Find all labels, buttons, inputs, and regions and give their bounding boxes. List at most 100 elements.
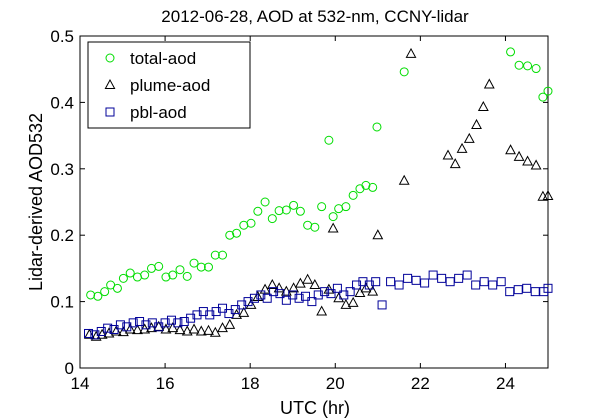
plume-aod-point xyxy=(471,118,482,129)
total-aod-point xyxy=(161,272,171,282)
plume-aod-point xyxy=(188,323,200,334)
plume-aod-point xyxy=(340,298,352,309)
pbl-aod-point xyxy=(445,277,455,287)
plume-aod-point xyxy=(463,132,475,143)
pbl-aod-point xyxy=(166,315,176,325)
x-tick-label: 18 xyxy=(241,374,260,393)
total-aod-point xyxy=(140,270,150,280)
total-aod-point xyxy=(210,250,220,260)
plume-aod-point xyxy=(537,190,549,201)
legend-marker-plume-aod xyxy=(104,78,116,89)
total-aod-point xyxy=(218,250,228,260)
pbl-aod-point xyxy=(471,280,481,290)
plume-aod-point xyxy=(327,222,339,233)
pbl-aod-point xyxy=(403,273,413,283)
pbl-aod-point xyxy=(211,307,221,317)
y-tick-label: 0.1 xyxy=(50,293,74,312)
pbl-aod-point xyxy=(307,297,317,307)
pbl-aod-point xyxy=(332,283,342,293)
pbl-aod-point xyxy=(186,313,196,323)
plume-aod-point xyxy=(505,144,516,155)
pbl-aod-point xyxy=(377,300,387,310)
total-aod-point xyxy=(538,92,548,102)
pbl-aod-point xyxy=(109,324,119,334)
y-tick-label: 0.4 xyxy=(50,93,74,112)
total-aod-point xyxy=(168,270,178,280)
plume-aod-point xyxy=(309,278,321,289)
plume-aod-point xyxy=(117,326,129,337)
plume-aod-point xyxy=(483,78,495,89)
x-tick-label: 22 xyxy=(411,374,430,393)
y-tick-label: 0.3 xyxy=(50,160,74,179)
pbl-aod-point xyxy=(205,310,215,320)
total-aod-point xyxy=(225,230,235,240)
pbl-aod-point xyxy=(386,277,396,287)
plume-aod-point xyxy=(124,323,136,334)
pbl-aod-point xyxy=(300,291,310,301)
pbl-aod-point xyxy=(488,280,498,290)
total-aod-point xyxy=(324,135,334,145)
plume-aod-point xyxy=(83,328,95,339)
plume-aod-point xyxy=(316,305,328,316)
y-axis-label: Lidar-derived AOD532 xyxy=(26,113,46,291)
axes-frame xyxy=(79,35,549,369)
total-aod-point xyxy=(93,291,103,301)
pbl-aod-point xyxy=(530,287,540,297)
legend-box xyxy=(87,41,251,129)
pbl-aod-point xyxy=(288,290,298,300)
pbl-aod-point xyxy=(320,287,330,297)
pbl-aod-point xyxy=(269,287,279,297)
plume-aod-point xyxy=(477,100,489,112)
plume-aod-point xyxy=(160,323,172,334)
plume-aod-point xyxy=(398,174,410,185)
pbl-aod-point xyxy=(115,320,125,330)
plume-aod-point xyxy=(367,285,379,296)
plume-aod-point xyxy=(252,290,264,301)
pbl-aod-point xyxy=(135,317,145,327)
plume-aod-point xyxy=(333,292,345,303)
plume-aod-point xyxy=(217,322,228,333)
plume-aod-point xyxy=(146,322,157,333)
pbl-aod-point xyxy=(262,293,272,303)
total-aod-point xyxy=(328,212,338,222)
legend: total-aod plume-aod pbl-aod xyxy=(87,41,251,129)
pbl-aod-point xyxy=(281,295,291,305)
pbl-aod-point xyxy=(230,305,240,315)
legend-label-total-aod: total-aod xyxy=(130,49,196,68)
total-aod-point xyxy=(112,283,122,293)
pbl-aod-point xyxy=(454,273,464,283)
total-aod-point xyxy=(267,214,277,224)
plume-aod-point xyxy=(245,298,257,309)
pbl-aod-point xyxy=(313,290,323,300)
legend-label-plume-aod: plume-aod xyxy=(130,76,210,95)
plume-aod-point xyxy=(231,308,243,319)
total-aod-point xyxy=(289,200,299,210)
plot-area: 14 16 18 20 22 24 0 0.1 0.2 0.3 0.4 0.5 xyxy=(50,27,554,393)
pbl-aod-point xyxy=(160,318,170,328)
plume-aod-point xyxy=(513,150,525,161)
x-tick-label: 24 xyxy=(496,374,515,393)
pbl-aod-point xyxy=(462,270,472,280)
pbl-aod-point xyxy=(243,297,253,307)
x-tick-label: 14 xyxy=(71,374,90,393)
pbl-aod-point xyxy=(371,277,381,287)
total-aod-point xyxy=(246,218,256,228)
total-aod-point xyxy=(274,206,284,216)
total-aod-point xyxy=(310,222,320,232)
chart-title: 2012-06-28, AOD at 532-nm, CCNY-lidar xyxy=(161,7,469,26)
pbl-aod-point xyxy=(513,285,523,295)
pbl-aod-point xyxy=(218,303,228,313)
pbl-aod-point xyxy=(326,289,336,299)
total-aod-point xyxy=(86,290,96,300)
total-aod-point xyxy=(341,202,351,212)
plume-aod-point xyxy=(530,159,542,170)
legend-label-pbl-aod: pbl-aod xyxy=(130,103,187,122)
pbl-aod-point xyxy=(90,330,100,340)
plume-aod-point xyxy=(302,273,314,284)
total-aod-point xyxy=(189,258,199,268)
plume-aod-point xyxy=(131,324,143,335)
plume-aod-point xyxy=(360,282,372,293)
pbl-aod-point xyxy=(496,277,506,287)
pbl-aod-point xyxy=(198,307,208,317)
x-tick-label: 20 xyxy=(326,374,345,393)
